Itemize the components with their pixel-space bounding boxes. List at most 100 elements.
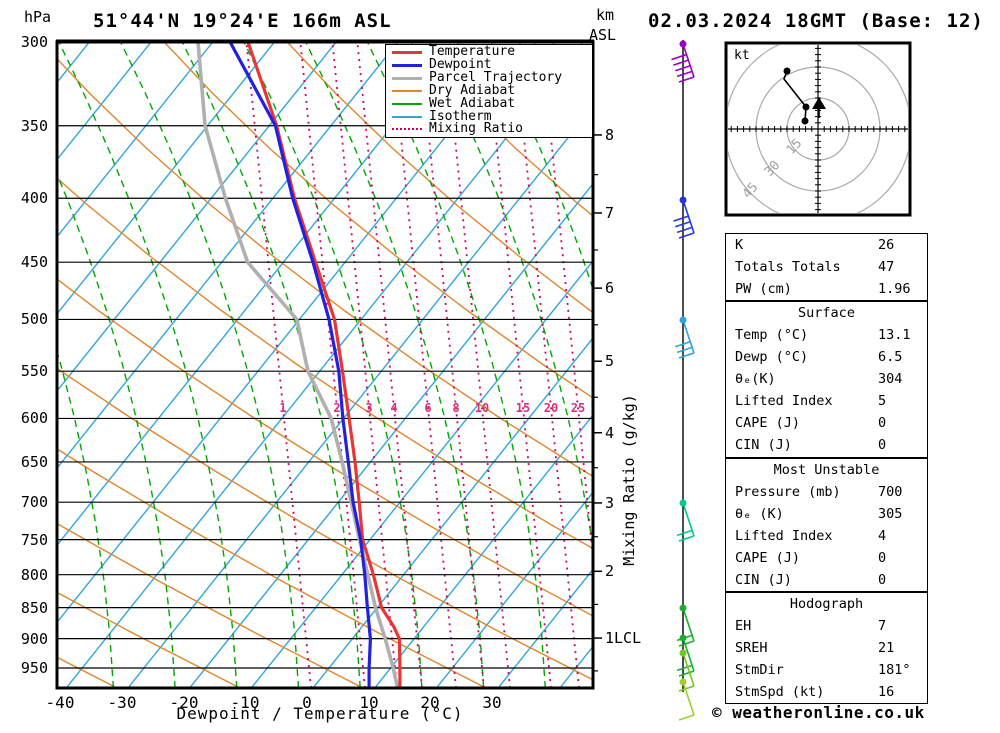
stat-row: CIN (J) 0: [726, 569, 927, 591]
pressure-tick-label: 800: [20, 566, 48, 584]
km-tick-label: 1LCL: [605, 629, 642, 647]
stat-label: PW (cm): [735, 281, 792, 297]
isotherm-line: [65, 42, 584, 688]
mixing-ratio-line: [540, 42, 593, 568]
mixing-ratio-tick-label: 25: [570, 401, 586, 415]
legend-label: Mixing Ratio: [429, 121, 523, 137]
stat-label: θₑ(K): [735, 371, 776, 387]
stat-label: Dewp (°C): [735, 349, 809, 365]
stat-label: K: [735, 237, 744, 253]
mixing-ratio-tick-label: 15: [515, 401, 531, 415]
stat-value: 1.96: [878, 281, 911, 297]
wind-barb: [676, 499, 695, 542]
stat-label: Lifted Index: [735, 393, 833, 409]
isotherm-line: [435, 491, 593, 688]
indices-box: K 26 Totals Totals 47 PW (cm) 1.96: [725, 233, 928, 301]
wind-barb: [678, 649, 695, 692]
pressure-tick-label: 750: [20, 531, 48, 549]
isotherm-line: [57, 42, 337, 393]
stat-label: Totals Totals: [735, 259, 841, 275]
stat-label: Pressure (mb): [735, 484, 841, 500]
legend-item: Isotherm: [386, 108, 592, 124]
stat-row: K 26: [726, 234, 927, 256]
km-tick-label: 4: [605, 424, 615, 442]
stat-box-title: Surface: [798, 305, 855, 321]
km-tick-label: 6: [605, 279, 615, 297]
stat-value: 16: [878, 684, 895, 700]
page-title: 51°44'N 19°24'E 166m ASL: [93, 10, 392, 32]
legend-label: Dewpoint: [429, 57, 492, 73]
isotherm-line: [57, 42, 152, 161]
legend-label: Temperature: [429, 44, 516, 60]
pressure-tick-label: 850: [20, 599, 48, 617]
parcel-trajectory-legend-swatch: [392, 76, 422, 80]
km-tick-label: 5: [605, 352, 615, 370]
stat-value: 181°: [878, 662, 911, 678]
stat-row: Totals Totals 47: [726, 256, 927, 278]
mixing-ratio-tick-label: 10: [474, 401, 490, 415]
mixing-ratio-tick-label: 6: [424, 401, 432, 415]
temperature-curve: [246, 42, 402, 688]
wet-adiabat-line: [243, 42, 423, 688]
dry-adiabat-line: [286, 42, 593, 314]
pressure-tick-label: 950: [20, 659, 48, 677]
stat-value: 304: [878, 371, 903, 387]
stat-row: CAPE (J) 0: [726, 547, 927, 569]
isotherm-line: [127, 105, 593, 688]
hodograph-point: [801, 117, 809, 125]
wind-barb: [676, 604, 695, 647]
dewpoint-legend-swatch: [392, 63, 422, 67]
wind-barb: [676, 634, 695, 677]
stat-value: 305: [878, 506, 903, 522]
hodograph-point: [783, 67, 791, 75]
dry-adiabat-legend-swatch: [392, 89, 422, 92]
stat-row: Pressure (mb) 700: [726, 481, 927, 503]
mixing-ratio-tick-label: 8: [452, 401, 460, 415]
dry-adiabat-line: [409, 42, 593, 217]
stat-label: CIN (J): [735, 572, 792, 588]
isotherm-line: [189, 182, 593, 688]
stat-label: CAPE (J): [735, 550, 801, 566]
km-tick-label: 8: [605, 126, 615, 144]
isotherm-line: [57, 42, 522, 624]
wet-adiabat-line: [119, 42, 300, 688]
isotherm-line: [57, 42, 461, 547]
temp-tick-label: -40: [45, 693, 75, 712]
isotherm-line: [374, 414, 593, 688]
copyright: © weatheronline.co.uk: [712, 703, 925, 722]
pressure-tick-label: 600: [20, 409, 48, 427]
legend-item: Dry Adiabat: [386, 82, 592, 98]
legend-label: Parcel Trajectory: [429, 70, 563, 86]
temp-tick-label: -10: [230, 693, 260, 712]
wet-adiabat-line: [57, 349, 115, 688]
stat-value: 0: [878, 415, 887, 431]
pressure-unit-label: hPa: [24, 8, 52, 26]
isotherm-line: [250, 259, 593, 688]
legend-item: Parcel Trajectory: [386, 70, 592, 86]
pressure-tick-label: 550: [20, 362, 48, 380]
hodograph-trace: [783, 70, 807, 122]
legend-label: Isotherm: [429, 108, 492, 124]
wet-adiabat-line: [58, 42, 238, 688]
stat-label: SREH: [735, 640, 768, 656]
mixing-ratio-tick-label: 1: [279, 401, 287, 415]
dry-adiabat-line: [57, 522, 364, 688]
stat-row: StmDir 181°: [726, 659, 927, 681]
dry-adiabat-line: [57, 367, 593, 681]
stat-value: 700: [878, 484, 903, 500]
stat-row: Lifted Index 5: [726, 390, 927, 412]
stat-row: θₑ (K) 305: [726, 503, 927, 525]
stat-value: 0: [878, 550, 887, 566]
stat-value: 0: [878, 572, 887, 588]
wind-barb: [675, 316, 695, 359]
mixing-ratio-line: [299, 42, 366, 688]
dry-adiabat-line: [57, 278, 593, 617]
wet-adiabat-line: [304, 42, 485, 688]
stat-box-title: Most Unstable: [773, 462, 880, 478]
pressure-tick-label: 500: [20, 310, 48, 328]
temp-tick-label: 10: [359, 693, 379, 712]
legend-label: Dry Adiabat: [429, 82, 516, 98]
km-tick-label: 7: [605, 204, 615, 222]
